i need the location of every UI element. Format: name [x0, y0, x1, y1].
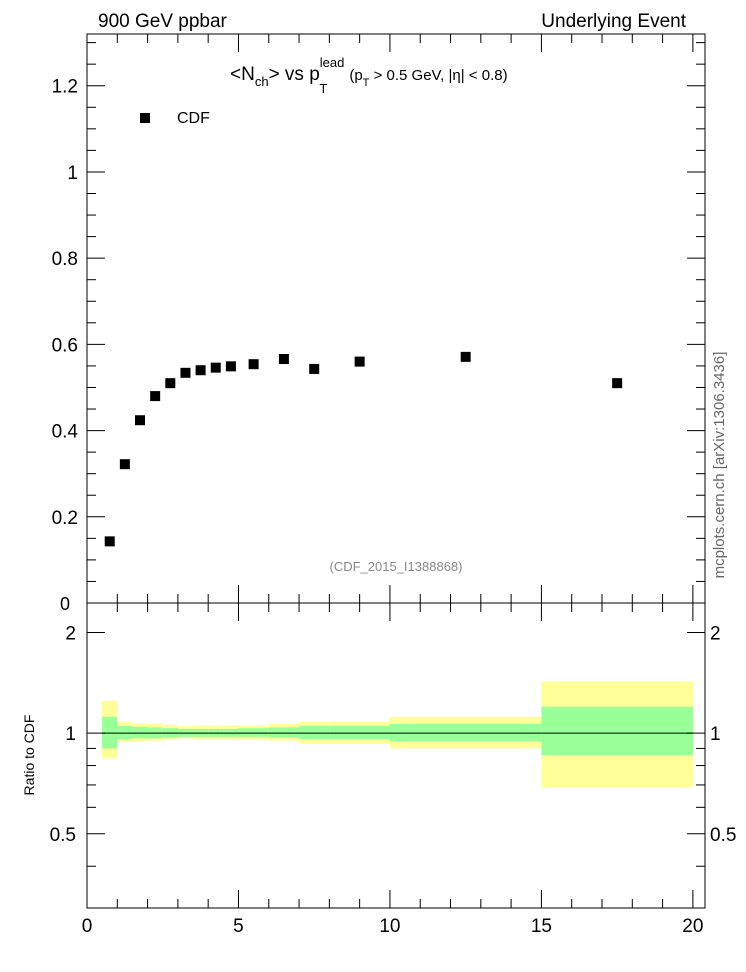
main-y-tick-label: 0.8	[52, 249, 78, 270]
x-tick-label: 0	[82, 916, 93, 937]
ratio-y-tick-label: 0.5	[50, 825, 76, 846]
x-tick-label: 15	[531, 916, 552, 937]
title-p-sup: lead	[320, 55, 345, 70]
title-p-sub: T	[319, 81, 327, 96]
title-n-open: <N	[230, 64, 255, 85]
ratio-y-tick-label-right: 0.5	[710, 825, 736, 846]
watermark: mcplots.cern.ch [arXiv:1306.3436]	[711, 352, 728, 579]
title-n-sub: ch	[255, 74, 269, 89]
ratio-y-tick-label-right: 1	[710, 724, 721, 745]
ratio-y-tick-label: 2	[65, 623, 76, 644]
header-right: Underlying Event	[541, 11, 686, 32]
ratio-band-inner	[268, 727, 300, 738]
data-point	[354, 356, 365, 367]
ratio-y-tick-label: 1	[65, 724, 76, 745]
ratio-frame	[86, 602, 706, 909]
main-y-tick-label: 0.4	[52, 422, 79, 443]
data-point	[225, 361, 236, 372]
data-point	[309, 363, 320, 374]
ratio-axis-ticks	[86, 603, 705, 909]
data-point	[119, 459, 130, 470]
data-point	[195, 365, 206, 376]
data-point	[460, 351, 471, 362]
data-point	[150, 391, 161, 402]
title-cut-sub: T	[363, 77, 370, 89]
legend-label-cdf: CDF	[177, 110, 210, 127]
ratio-y-tick-labels: 0.5 0.5 1 1 2 2	[50, 623, 737, 845]
analysis-id: (CDF_2015_I1388868)	[330, 559, 463, 574]
x-tick-label: 5	[233, 916, 244, 937]
ratio-bands	[102, 681, 693, 788]
ratio-band-inner	[102, 716, 118, 749]
ratio-band-inner	[117, 726, 133, 740]
ratio-band-inner	[299, 726, 330, 740]
main-panel: 0.20.40.60.811.2 0 <Nch> vs plead T(pT > …	[52, 33, 706, 614]
ratio-y-tick-label-right: 2	[710, 623, 721, 644]
main-y-tick-labels: 0.2 0.4 0.6 0.8 1 1.2	[52, 77, 79, 529]
ratio-y-axis-label: Ratio to CDF	[21, 715, 37, 796]
title-cut-open: (p	[349, 67, 362, 84]
ratio-band-inner	[329, 726, 390, 740]
data-point	[248, 359, 259, 370]
data-point	[612, 378, 623, 389]
x-tick-label: 20	[682, 916, 703, 937]
main-y-tick-label: 1	[67, 163, 78, 184]
data-point	[104, 536, 115, 547]
data-point	[165, 378, 176, 389]
main-y-cut-label: 0	[60, 594, 70, 614]
x-tick-label: 10	[379, 916, 400, 937]
data-points	[104, 351, 623, 547]
main-y-tick-label: 1.2	[52, 77, 78, 98]
ratio-panel: 0.5 0.5 1 1 2 2 0 5 10 15 20 Ratio to CDF	[21, 602, 737, 937]
x-tick-labels: 0 5 10 15 20	[82, 916, 704, 937]
ratio-band-inner	[238, 728, 269, 737]
legend-marker-cdf	[140, 113, 150, 123]
title-n-close: > vs p	[269, 64, 320, 85]
data-point	[278, 354, 289, 365]
plot-title: <Nch> vs plead T(pT > 0.5 GeV, |η| < 0.8)	[230, 55, 508, 96]
data-point	[210, 362, 221, 373]
data-point	[135, 415, 146, 426]
header-left: 900 GeV ppbar	[98, 11, 228, 32]
ratio-band-inner	[541, 706, 693, 756]
main-y-tick-label: 0.6	[52, 335, 78, 356]
ratio-band-inner	[132, 726, 148, 739]
data-point	[180, 367, 191, 378]
main-axis-ticks	[86, 34, 705, 603]
title-cut-rest: > 0.5 GeV, |η| < 0.8)	[369, 67, 507, 84]
main-y-tick-label: 0.2	[52, 508, 78, 529]
